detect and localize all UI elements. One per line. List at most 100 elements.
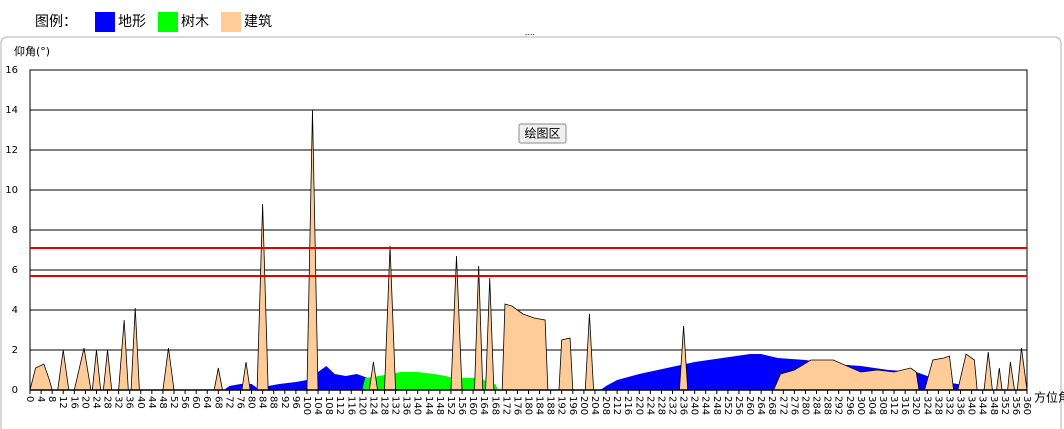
x-tick-label: 76 [234,396,245,409]
x-tick-label: 236 [678,396,689,415]
x-tick-label: 108 [323,396,334,415]
x-tick-label: 252 [722,396,733,415]
x-tick-label: 260 [744,396,755,415]
x-tick-label: 228 [655,396,666,415]
x-tick-label: 4 [35,396,46,402]
plot-area-button-label[interactable]: 绘图区 [524,126,560,141]
x-tick-label: 180 [523,396,534,415]
x-tick-label: 8 [46,396,57,402]
x-tick-label: 256 [733,396,744,415]
x-tick-label: 44 [146,396,157,409]
x-tick-label: 264 [755,396,766,415]
x-axis-label: 方位角 [1034,390,1064,405]
x-tick-label: 244 [700,396,711,415]
x-tick-label: 100 [301,396,312,415]
x-tick-label: 200 [578,396,589,415]
x-tick-label: 124 [367,396,378,415]
splitter-handle[interactable]: ···· [525,31,535,40]
x-tick-label: 152 [445,396,456,415]
x-tick-label: 16 [68,396,79,409]
x-tick-label: 176 [511,396,522,415]
legend-title: 图例： [35,14,77,30]
x-tick-label: 328 [932,396,943,415]
x-tick-label: 304 [866,396,877,415]
x-tick-label: 160 [467,396,478,415]
y-tick-label: 10 [5,185,18,196]
x-tick-label: 276 [788,396,799,415]
x-tick-label: 116 [345,396,356,415]
x-tick-label: 224 [644,396,655,415]
x-tick-label: 204 [589,396,600,415]
x-tick-label: 56 [179,396,190,409]
x-tick-label: 356 [1010,396,1021,415]
y-tick-label: 2 [12,345,18,356]
x-tick-label: 248 [711,396,722,415]
legend-label: 地形 [118,14,146,30]
y-tick-label: 4 [12,305,18,316]
x-tick-label: 360 [1021,396,1032,415]
x-tick-label: 340 [966,396,977,415]
x-tick-label: 48 [157,396,168,409]
x-tick-label: 268 [766,396,777,415]
area [362,372,499,390]
y-tick-label: 14 [5,105,18,116]
x-tick-label: 348 [988,396,999,415]
x-tick-label: 36 [124,396,135,409]
x-tick-label: 284 [811,396,822,415]
y-axis-label: 仰角(°) [14,44,50,58]
x-tick-label: 112 [334,396,345,415]
x-tick-label: 352 [999,396,1010,415]
x-tick-label: 132 [390,396,401,415]
x-tick-label: 192 [556,396,567,415]
x-tick-label: 144 [423,396,434,415]
x-tick-label: 24 [90,396,101,409]
x-tick-label: 292 [833,396,844,415]
x-tick-label: 172 [500,396,511,415]
x-tick-label: 0 [24,396,35,402]
x-tick-label: 52 [168,396,179,409]
x-tick-label: 84 [257,396,268,409]
legend-label: 建筑 [244,14,272,30]
x-tick-label: 280 [799,396,810,415]
x-tick-label: 88 [268,396,279,409]
x-tick-label: 60 [190,396,201,409]
x-tick-label: 216 [622,396,633,415]
x-tick-label: 232 [667,396,678,415]
x-tick-label: 92 [279,396,290,409]
x-tick-label: 72 [223,396,234,409]
x-tick-label: 28 [102,396,113,409]
legend-swatch [95,12,115,32]
x-tick-label: 68 [212,396,223,409]
x-tick-label: 296 [844,396,855,415]
x-tick-label: 220 [633,396,644,415]
plot: 仰角(°)方位角02468101214160481216202428323640… [5,44,1064,415]
y-tick-label: 12 [5,145,18,156]
x-tick-label: 140 [412,396,423,415]
x-tick-label: 300 [855,396,866,415]
x-tick-label: 136 [401,396,412,415]
plot-area-button[interactable] [518,123,567,144]
x-tick-label: 64 [201,396,212,409]
y-tick-label: 6 [12,265,18,276]
x-tick-label: 336 [955,396,966,415]
x-tick-label: 208 [600,396,611,415]
x-tick-label: 316 [899,396,910,415]
legend: 地形 树木 建筑 [95,12,272,32]
x-tick-label: 40 [135,396,146,409]
legend-swatch [158,12,178,32]
x-tick-label: 168 [489,396,500,415]
x-tick-label: 312 [888,396,899,415]
x-tick-label: 156 [456,396,467,415]
x-tick-label: 148 [434,396,445,415]
x-tick-label: 32 [113,396,124,409]
x-tick-label: 240 [689,396,700,415]
x-tick-label: 96 [290,396,301,409]
x-tick-label: 344 [977,396,988,415]
legend-swatch [221,12,241,32]
x-tick-label: 272 [777,396,788,415]
x-tick-label: 20 [79,396,90,409]
x-tick-label: 80 [246,396,257,409]
x-tick-label: 12 [57,396,68,409]
y-tick-label: 16 [5,65,18,76]
